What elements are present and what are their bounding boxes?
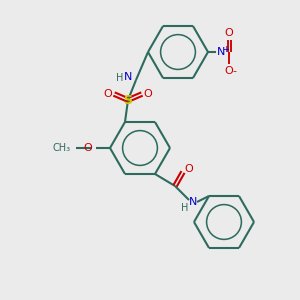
Text: H: H <box>116 73 124 83</box>
Text: O: O <box>84 143 92 153</box>
Text: O: O <box>144 89 152 99</box>
Text: O: O <box>184 164 194 174</box>
Text: O: O <box>225 66 233 76</box>
Text: N: N <box>124 72 132 82</box>
Text: N: N <box>217 47 225 57</box>
Text: O: O <box>103 89 112 99</box>
Text: H: H <box>181 203 189 213</box>
Text: N: N <box>189 197 197 207</box>
Text: -: - <box>232 66 236 76</box>
Text: S: S <box>124 94 133 106</box>
Text: O: O <box>225 28 233 38</box>
Text: +: + <box>223 44 230 53</box>
Text: CH₃: CH₃ <box>53 143 71 153</box>
